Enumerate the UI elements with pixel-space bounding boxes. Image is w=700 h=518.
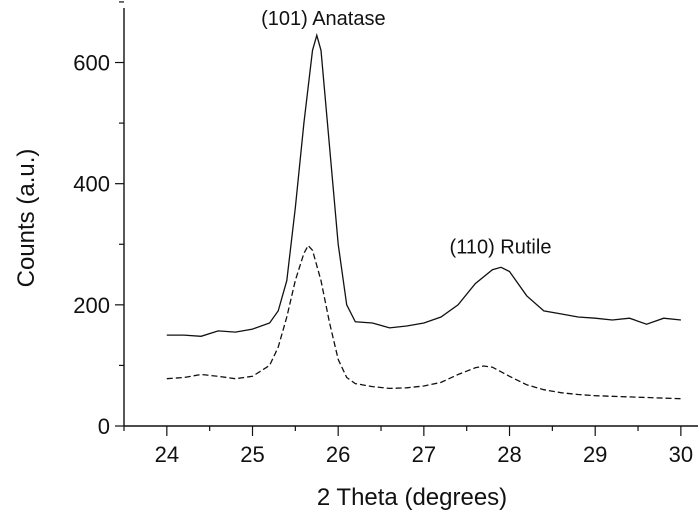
series-layer [166,32,681,400]
y-tick-label: 600 [73,51,110,76]
annotation-label: (110) Rutile [450,236,552,258]
x-tick-label: 27 [412,442,436,467]
x-tick-label: 25 [240,442,264,467]
y-tick-label: 0 [98,414,110,439]
x-tick-label: 30 [669,442,693,467]
x-tick-label: 24 [155,442,179,467]
x-tick-label: 28 [497,442,521,467]
ticks [115,1,682,436]
y-tick-label: 200 [73,293,110,318]
x-axis-label: 2 Theta (degrees) [317,484,507,511]
annotation-label: (101) Anatase [261,8,386,30]
series-line-solid [166,32,681,337]
tick-labels: 24 25 26 27 28 29 30 0 200 400 600 [73,51,693,467]
y-tick-label: 400 [73,172,110,197]
annotations: (101) Anatase (110) Rutile [261,8,551,258]
y-axis-label: Counts (a.u.) [13,149,40,288]
x-tick-label: 26 [326,442,350,467]
x-tick-label: 29 [583,442,607,467]
axes [123,8,698,427]
series-line-dashed [166,244,681,400]
